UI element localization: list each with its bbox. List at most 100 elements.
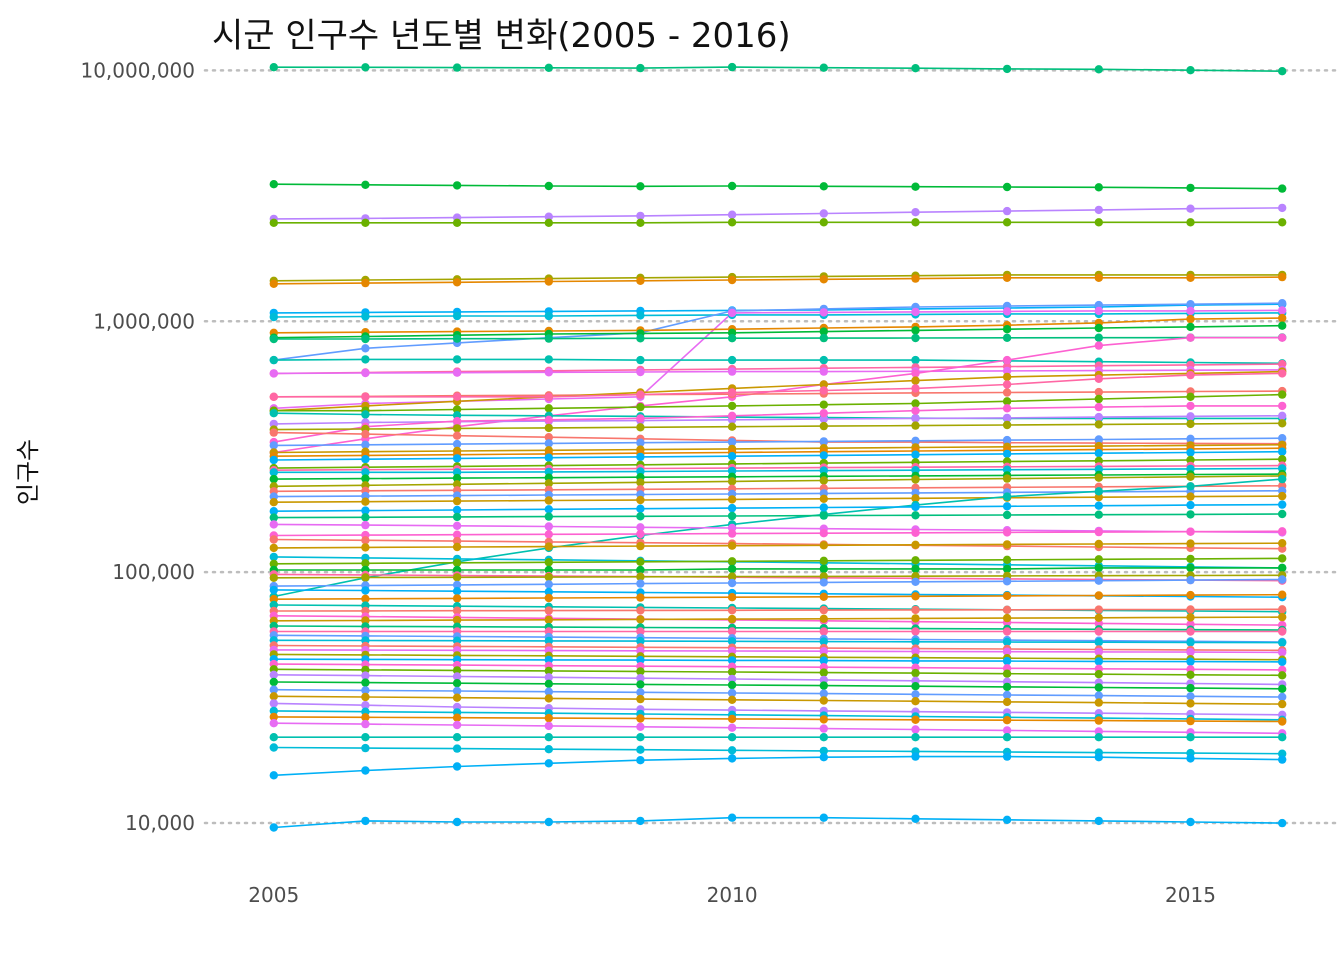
data-point [1094, 402, 1104, 412]
data-point [911, 592, 920, 601]
data-point [727, 181, 737, 191]
data-point [1186, 448, 1195, 457]
data-point [544, 572, 553, 582]
data-point [361, 559, 370, 568]
data-point [1094, 323, 1104, 333]
data-point [1094, 510, 1104, 519]
data-point [636, 529, 645, 539]
data-point [1094, 753, 1104, 762]
data-point [819, 511, 828, 520]
data-point [1002, 716, 1012, 725]
data-point [544, 496, 553, 505]
data-point [361, 474, 370, 483]
data-point [1186, 392, 1195, 401]
series-line [273, 66, 1283, 72]
data-point [1186, 300, 1195, 309]
data-point [819, 63, 828, 72]
data-point [1186, 699, 1195, 708]
data-point [544, 565, 553, 575]
data-point [544, 212, 553, 221]
data-point [1186, 627, 1195, 636]
data-point [819, 400, 828, 409]
data-point [1186, 554, 1195, 564]
series-line [273, 634, 1283, 643]
data-point [452, 573, 462, 582]
data-point [727, 813, 737, 822]
data-point [1186, 204, 1195, 213]
data-point [727, 572, 737, 581]
y-axis-ticks: 10,000 100,000 1,000,000 10,000,000 [80, 58, 195, 835]
data-point [544, 587, 553, 596]
data-point [269, 535, 278, 544]
data-point [911, 307, 920, 317]
data-point [544, 415, 553, 424]
data-point [361, 334, 370, 344]
data-point [452, 580, 462, 590]
data-point [636, 722, 645, 731]
data-point [727, 680, 737, 690]
series-line [273, 513, 1283, 519]
series-line [273, 464, 1283, 472]
data-point [544, 63, 553, 72]
data-point [819, 627, 828, 636]
data-point [911, 326, 920, 335]
data-point [636, 423, 645, 432]
data-point [819, 746, 828, 756]
data-point [1278, 306, 1287, 315]
series-line [273, 393, 1283, 412]
data-point [452, 530, 462, 539]
data-point [819, 327, 828, 336]
data-point [544, 218, 553, 227]
series-line [273, 557, 1283, 565]
data-point [452, 411, 462, 420]
data-point [819, 753, 828, 762]
data-point [269, 312, 278, 322]
data-point [911, 208, 920, 217]
data-point [269, 409, 278, 418]
data-point [1278, 648, 1287, 657]
data-point [1002, 613, 1012, 623]
data-point [1002, 690, 1012, 700]
data-point [819, 724, 828, 733]
data-point [1094, 493, 1104, 502]
data-point [727, 578, 737, 588]
data-point [1278, 554, 1287, 563]
data-point [361, 513, 370, 522]
data-point [1278, 455, 1287, 464]
data-point [1278, 491, 1287, 501]
data-point [636, 495, 645, 505]
data-point [636, 680, 645, 689]
data-point [636, 512, 645, 521]
series-lines [273, 66, 1283, 829]
series-line [273, 615, 1283, 626]
data-point [911, 274, 920, 283]
data-point [1278, 755, 1287, 764]
data-point [1278, 590, 1287, 599]
data-point [636, 745, 645, 754]
data-point [1002, 273, 1012, 282]
data-point [1278, 671, 1287, 680]
series-line [273, 593, 1283, 601]
data-point [544, 181, 553, 191]
data-point [727, 62, 737, 72]
data-point [361, 816, 370, 826]
series-line [273, 324, 1283, 339]
data-point [911, 355, 920, 365]
series-line [273, 473, 1283, 480]
data-point [452, 587, 462, 596]
data-point [269, 706, 278, 716]
data-point [269, 279, 278, 288]
data-point [544, 392, 553, 401]
data-point [1186, 692, 1195, 701]
data-point [361, 392, 370, 401]
data-point [1094, 412, 1104, 422]
data-point [1186, 647, 1195, 657]
data-point [911, 564, 920, 574]
data-point [269, 498, 278, 507]
data-point [361, 344, 370, 353]
data-point [1002, 492, 1012, 501]
data-point [452, 594, 462, 603]
series-line [273, 816, 1283, 829]
series-line [273, 495, 1283, 504]
data-point [1094, 300, 1104, 310]
